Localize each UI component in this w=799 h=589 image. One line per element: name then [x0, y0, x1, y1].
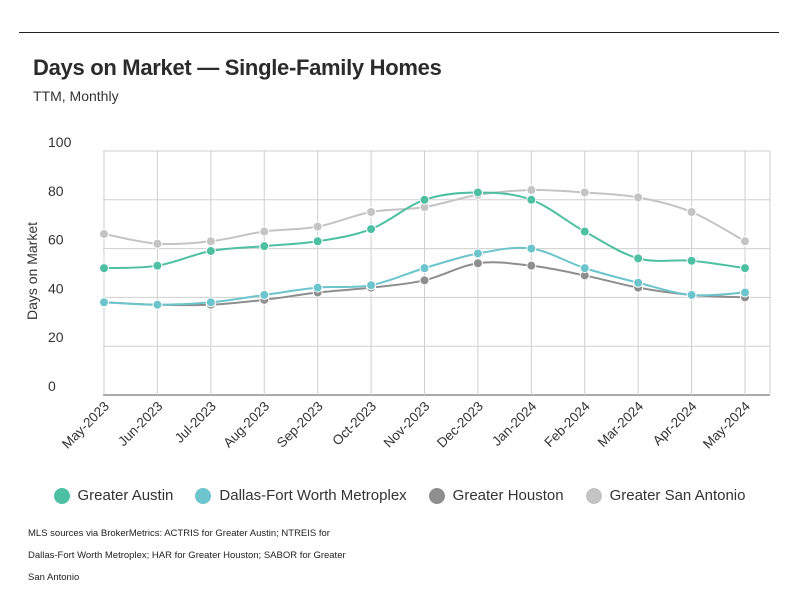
data-point-greater-austin [205, 246, 216, 257]
legend-item: Greater San Antonio [585, 487, 746, 504]
data-point-greater-san-antonio [579, 187, 590, 198]
legend-item: Dallas-Fort Worth Metroplex [195, 487, 407, 504]
x-tick-label: May-2023 [59, 399, 112, 452]
data-point-greater-houston [419, 275, 430, 286]
legend-swatch [53, 487, 70, 504]
y-tick-label: 40 [48, 280, 64, 296]
legend-label: Dallas-Fort Worth Metroplex [219, 487, 407, 504]
data-point-dallas-fort-worth-metroplex [366, 280, 377, 291]
data-point-greater-san-antonio [526, 185, 537, 196]
data-point-greater-austin [579, 226, 590, 237]
legend-item: Greater Houston [428, 487, 564, 504]
x-tick-label: Aug-2023 [220, 399, 272, 451]
data-point-greater-austin [740, 263, 750, 274]
x-tick-label: Sep-2023 [274, 399, 326, 451]
data-point-dallas-fort-worth-metroplex [312, 282, 323, 293]
chart-legend: Greater Austin Dallas-Fort Worth Metrople… [0, 487, 799, 504]
data-point-greater-houston [472, 258, 483, 269]
x-tick-label: Dec-2023 [434, 399, 486, 451]
top-rule [19, 32, 779, 33]
chart-subtitle: TTM, Monthly [33, 88, 119, 104]
data-point-greater-austin [633, 253, 644, 264]
data-point-greater-san-antonio [686, 207, 697, 217]
data-point-greater-san-antonio [633, 192, 644, 203]
y-tick-label: 0 [48, 378, 56, 394]
x-tick-label: Oct-2023 [329, 399, 379, 449]
source-note: MLS sources via BrokerMetrics: ACTRIS fo… [28, 528, 346, 583]
data-point-greater-san-antonio [312, 221, 323, 232]
x-tick-label: Jun-2023 [115, 399, 165, 449]
data-point-greater-austin [366, 224, 377, 235]
data-point-dallas-fort-worth-metroplex [472, 248, 483, 259]
data-point-greater-austin [526, 194, 537, 205]
data-point-greater-san-antonio [205, 236, 216, 247]
x-tick-label: Apr-2024 [650, 398, 700, 448]
data-point-dallas-fort-worth-metroplex [99, 297, 109, 308]
legend-label: Greater San Antonio [609, 487, 746, 504]
data-point-greater-austin [686, 255, 697, 266]
legend-label: Greater Austin [77, 487, 174, 504]
y-tick-label: 20 [48, 329, 64, 345]
data-point-greater-austin [152, 260, 163, 271]
data-point-greater-san-antonio [99, 228, 109, 239]
data-point-greater-austin [419, 194, 430, 205]
data-point-greater-austin [472, 187, 483, 198]
x-tick-label: Feb-2024 [541, 398, 593, 450]
legend-label: Greater Houston [452, 487, 564, 504]
data-point-greater-austin [312, 236, 323, 247]
legend-swatch [195, 487, 212, 504]
data-point-greater-austin [259, 241, 270, 252]
data-point-dallas-fort-worth-metroplex [205, 297, 216, 308]
y-tick-label: 100 [48, 134, 72, 150]
data-point-greater-houston [526, 260, 537, 271]
x-tick-label: Jul-2023 [172, 399, 219, 446]
x-tick-label: Jan-2024 [489, 398, 540, 449]
x-tick-label: Nov-2023 [381, 399, 433, 451]
data-point-dallas-fort-worth-metroplex [419, 263, 430, 274]
data-point-greater-san-antonio [366, 207, 377, 217]
data-point-greater-san-antonio [259, 226, 270, 237]
y-tick-label: 80 [48, 183, 64, 199]
legend-swatch [585, 487, 602, 504]
data-point-dallas-fort-worth-metroplex [633, 277, 644, 288]
data-point-greater-austin [99, 263, 109, 274]
x-tick-label: May-2024 [700, 398, 753, 451]
line-chart: 0 20 40 60 80 100 May-2023 Jun-2023 Jul-2023 Aug-… [24, 134, 771, 452]
data-point-dallas-fort-worth-metroplex [526, 243, 537, 254]
y-axis-label: Days on Market [24, 222, 40, 320]
data-point-dallas-fort-worth-metroplex [686, 289, 697, 300]
chart-title: Days on Market — Single-Family Homes [33, 55, 442, 80]
data-point-dallas-fort-worth-metroplex [259, 289, 270, 300]
legend-swatch [428, 487, 445, 504]
data-point-dallas-fort-worth-metroplex [740, 287, 750, 298]
data-point-greater-san-antonio [740, 236, 750, 247]
data-point-dallas-fort-worth-metroplex [579, 263, 590, 274]
x-tick-label: Mar-2024 [595, 398, 647, 450]
data-point-greater-san-antonio [152, 238, 163, 249]
data-point-dallas-fort-worth-metroplex [152, 299, 163, 310]
y-tick-label: 60 [48, 232, 64, 248]
legend-item: Greater Austin [53, 487, 174, 504]
